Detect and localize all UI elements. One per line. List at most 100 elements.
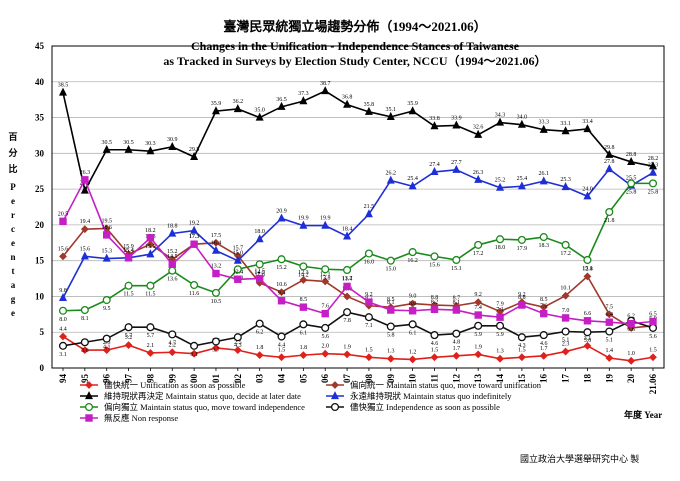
series-5-label-00: 3.1 bbox=[190, 352, 198, 358]
series-0-point-16 bbox=[539, 351, 548, 360]
series-2-point-06 bbox=[321, 86, 330, 95]
series-1-label-15: 9.2 bbox=[518, 292, 526, 298]
series-6-label-21.06: 6.5 bbox=[649, 311, 657, 317]
series-4-point-03 bbox=[255, 260, 264, 269]
series-3-point-99 bbox=[168, 228, 177, 237]
series-6-point-06 bbox=[321, 309, 329, 318]
y-label-en-char: r bbox=[11, 210, 15, 220]
series-line-2 bbox=[62, 90, 654, 193]
x-tick-11: 11 bbox=[429, 374, 439, 383]
series-6-label-99: 14.5 bbox=[167, 254, 178, 260]
y-axis-ticks: 0 5 10 15 20 25 30 35 40 45 bbox=[35, 41, 45, 373]
legend-swatch-marker-3 bbox=[330, 391, 340, 400]
series-4-label-00: 11.6 bbox=[189, 291, 199, 297]
series-2-point-97 bbox=[124, 144, 133, 153]
series-5-label-19: 5.1 bbox=[606, 338, 614, 344]
series-6-label-98: 18.2 bbox=[145, 228, 156, 234]
series-6-point-08 bbox=[365, 298, 373, 306]
series-6-point-10 bbox=[408, 307, 417, 315]
series-5-label-08: 7.1 bbox=[365, 323, 373, 329]
series-2-label-07: 36.8 bbox=[342, 95, 353, 101]
series-2-point-98 bbox=[146, 146, 155, 155]
series-0-point-06 bbox=[321, 349, 330, 358]
series-6-point-19 bbox=[605, 318, 613, 326]
series-6-label-03: 12.5 bbox=[254, 269, 265, 275]
x-tick-15: 15 bbox=[517, 374, 527, 384]
series-2-point-99 bbox=[168, 141, 177, 150]
series-3-label-00: 19.2 bbox=[189, 221, 200, 227]
y-label-en-char: t bbox=[12, 266, 15, 276]
series-4-point-14 bbox=[495, 235, 505, 244]
series-1-label-04: 10.6 bbox=[276, 282, 287, 288]
series-5-point-16 bbox=[539, 331, 548, 340]
series-5-point-18 bbox=[583, 328, 592, 337]
x-tick-18: 18 bbox=[582, 374, 592, 384]
series-4-label-06: 13.8 bbox=[320, 275, 331, 281]
series-5-point-12 bbox=[452, 329, 461, 338]
legend-item-6: 無反應 Non response bbox=[80, 413, 178, 423]
legend-label-4: 偏向獨立 Maintain status quo, move toward in… bbox=[104, 402, 305, 412]
series-3-point-19 bbox=[605, 164, 614, 173]
series-2-point-10 bbox=[408, 106, 417, 115]
series-3-point-94 bbox=[58, 292, 68, 301]
series-0-point-18 bbox=[583, 341, 592, 350]
series-0-label-08: 1.5 bbox=[365, 347, 373, 353]
series-4-label-97: 11.5 bbox=[123, 292, 133, 298]
series-5-point-02 bbox=[233, 333, 242, 342]
series-2-point-94 bbox=[58, 87, 68, 96]
series-0-point-20 bbox=[627, 356, 636, 365]
series-3-label-07: 18.4 bbox=[342, 226, 353, 232]
series-6-label-18: 6.6 bbox=[584, 311, 592, 317]
series-0-label-21.06: 1.5 bbox=[649, 347, 657, 353]
y-tick-5: 5 bbox=[40, 327, 45, 337]
series-0-label-09: 1.3 bbox=[387, 349, 395, 355]
series-0-label-05: 1.8 bbox=[300, 345, 308, 351]
series-3-point-98 bbox=[146, 249, 155, 258]
series-4-label-94: 8.0 bbox=[59, 317, 67, 323]
series-4-label-13: 17.2 bbox=[473, 251, 484, 257]
series-0-point-21.06 bbox=[649, 353, 657, 362]
series-4-label-05: 14.2 bbox=[298, 272, 309, 278]
series-2-point-04 bbox=[277, 101, 286, 110]
series-5-point-06 bbox=[321, 323, 330, 332]
series-2-point-18 bbox=[583, 124, 592, 133]
y-tick-45: 45 bbox=[35, 41, 45, 51]
series-0-label-20: 1.0 bbox=[627, 351, 635, 357]
series-2-point-17 bbox=[561, 126, 570, 135]
series-4-point-95 bbox=[80, 305, 89, 315]
series-5-label-04: 4.4 bbox=[278, 343, 286, 349]
series-4-point-98 bbox=[146, 281, 155, 290]
series-3-label-09: 26.2 bbox=[386, 171, 397, 177]
series-2-label-97: 30.5 bbox=[123, 140, 134, 146]
series-3-point-04 bbox=[277, 213, 286, 222]
series-line-5 bbox=[62, 311, 654, 347]
series-2-label-10: 35.9 bbox=[407, 101, 418, 107]
series-3-label-10: 25.4 bbox=[407, 176, 418, 182]
legend-swatch-marker-1 bbox=[331, 381, 339, 389]
legend-item-4: 偏向獨立 Maintain status quo, move toward in… bbox=[80, 402, 305, 412]
series-6-point-15 bbox=[518, 301, 526, 309]
legend-label-1: 偏向統一 Maintain status quo, move toward un… bbox=[350, 380, 542, 390]
series-3-point-07 bbox=[343, 231, 352, 240]
y-label-en-char: a bbox=[11, 280, 16, 290]
series-0-label-11: 1.5 bbox=[431, 347, 439, 353]
series-1-point-10 bbox=[408, 299, 417, 308]
series-4-point-04 bbox=[277, 255, 286, 264]
series-5-point-10 bbox=[408, 320, 417, 329]
series-6-label-97: 15.4 bbox=[123, 248, 134, 254]
plot-frame bbox=[51, 45, 665, 369]
series-0-label-15: 1.5 bbox=[518, 347, 526, 353]
series-3-point-03 bbox=[255, 234, 264, 243]
series-1-label-19: 7.5 bbox=[606, 304, 614, 310]
series-6-point-05 bbox=[299, 303, 308, 311]
series-2-point-13 bbox=[474, 129, 483, 138]
series-3-label-98: 15.9 bbox=[145, 244, 156, 250]
series-0-label-13: 1.9 bbox=[474, 344, 482, 350]
series-5-label-03: 6.2 bbox=[256, 330, 264, 336]
series-6-label-00: 17.3 bbox=[189, 234, 200, 240]
series-5-label-12: 4.8 bbox=[453, 340, 461, 346]
series-1-label-99: 15.2 bbox=[167, 249, 178, 255]
y-label-en-char: c bbox=[11, 224, 15, 234]
series-6-label-13: 7.4 bbox=[474, 305, 482, 311]
